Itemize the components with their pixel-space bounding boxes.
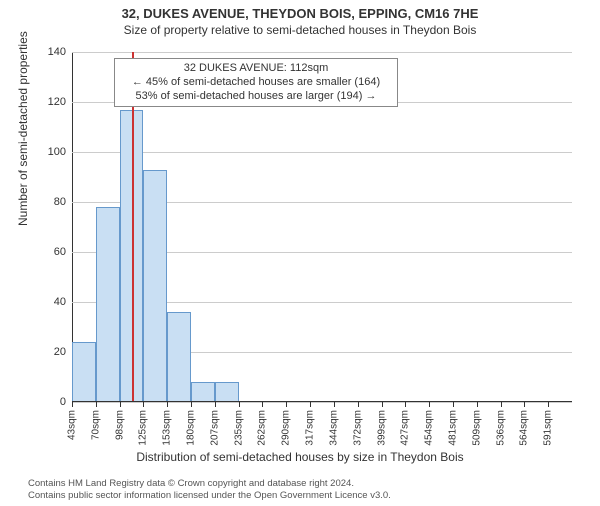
annotation-line: ← 45% of semi-detached houses are smalle… [121, 76, 391, 90]
x-tick [262, 402, 263, 407]
annotation-line: 32 DUKES AVENUE: 112sqm [121, 62, 391, 76]
x-tick [501, 402, 502, 407]
x-tick [143, 402, 144, 407]
x-tick [358, 402, 359, 407]
x-tick [215, 402, 216, 407]
histogram-bar [215, 382, 239, 402]
footer-line1: Contains HM Land Registry data © Crown c… [28, 478, 391, 490]
y-axis-label: Number of semi-detached properties [16, 31, 30, 226]
x-tick-label: 344sqm [328, 410, 339, 446]
histogram-bar [96, 207, 120, 402]
chart-area: 02040608010012014032 DUKES AVENUE: 112sq… [72, 52, 572, 402]
y-tick-label: 80 [36, 196, 66, 208]
x-tick [191, 402, 192, 407]
x-tick-label: 70sqm [90, 410, 101, 440]
x-tick-label: 536sqm [495, 410, 506, 446]
histogram-bar [72, 342, 96, 402]
gridline [72, 152, 572, 153]
x-tick-label: 427sqm [400, 410, 411, 446]
x-tick-label: 372sqm [352, 410, 363, 446]
x-tick [548, 402, 549, 407]
x-tick-label: 591sqm [543, 410, 554, 446]
x-tick-label: 207sqm [209, 410, 220, 446]
x-tick-label: 98sqm [114, 410, 125, 440]
x-tick [286, 402, 287, 407]
x-tick-label: 509sqm [471, 410, 482, 446]
footer-attribution: Contains HM Land Registry data © Crown c… [28, 478, 391, 502]
x-axis-label: Distribution of semi-detached houses by … [0, 450, 600, 464]
x-tick [239, 402, 240, 407]
title-address: 32, DUKES AVENUE, THEYDON BOIS, EPPING, … [0, 6, 600, 21]
x-tick [96, 402, 97, 407]
x-tick [405, 402, 406, 407]
y-tick-label: 0 [36, 396, 66, 408]
y-tick-label: 40 [36, 296, 66, 308]
x-tick-label: 235sqm [233, 410, 244, 446]
gridline [72, 402, 572, 403]
x-tick-label: 399sqm [376, 410, 387, 446]
x-tick-label: 153sqm [162, 410, 173, 446]
x-tick-label: 43sqm [67, 410, 78, 440]
gridline [72, 52, 572, 53]
x-tick [120, 402, 121, 407]
x-tick [382, 402, 383, 407]
x-tick [477, 402, 478, 407]
x-tick-label: 125sqm [138, 410, 149, 446]
x-tick [310, 402, 311, 407]
x-tick [167, 402, 168, 407]
x-tick-label: 481sqm [447, 410, 458, 446]
y-tick-label: 60 [36, 246, 66, 258]
x-tick [453, 402, 454, 407]
annotation-line: 53% of semi-detached houses are larger (… [121, 90, 391, 104]
histogram-bar [143, 170, 167, 403]
histogram-bar [167, 312, 191, 402]
y-tick-label: 100 [36, 146, 66, 158]
x-tick-label: 317sqm [305, 410, 316, 446]
x-tick-label: 180sqm [186, 410, 197, 446]
x-tick-label: 564sqm [519, 410, 530, 446]
x-axis-line: 43sqm70sqm98sqm125sqm153sqm180sqm207sqm2… [72, 401, 572, 402]
y-tick-label: 140 [36, 46, 66, 58]
x-tick [429, 402, 430, 407]
y-tick-label: 20 [36, 346, 66, 358]
x-tick-label: 290sqm [281, 410, 292, 446]
histogram-bar [191, 382, 215, 402]
x-tick-label: 262sqm [257, 410, 268, 446]
title-subtitle: Size of property relative to semi-detach… [0, 23, 600, 37]
annotation-box: 32 DUKES AVENUE: 112sqm← 45% of semi-det… [114, 58, 398, 107]
x-tick [334, 402, 335, 407]
footer-line2: Contains public sector information licen… [28, 490, 391, 502]
y-tick-label: 120 [36, 96, 66, 108]
x-tick [524, 402, 525, 407]
x-tick-label: 454sqm [424, 410, 435, 446]
plot-region: 02040608010012014032 DUKES AVENUE: 112sq… [72, 52, 572, 402]
x-tick [72, 402, 73, 407]
